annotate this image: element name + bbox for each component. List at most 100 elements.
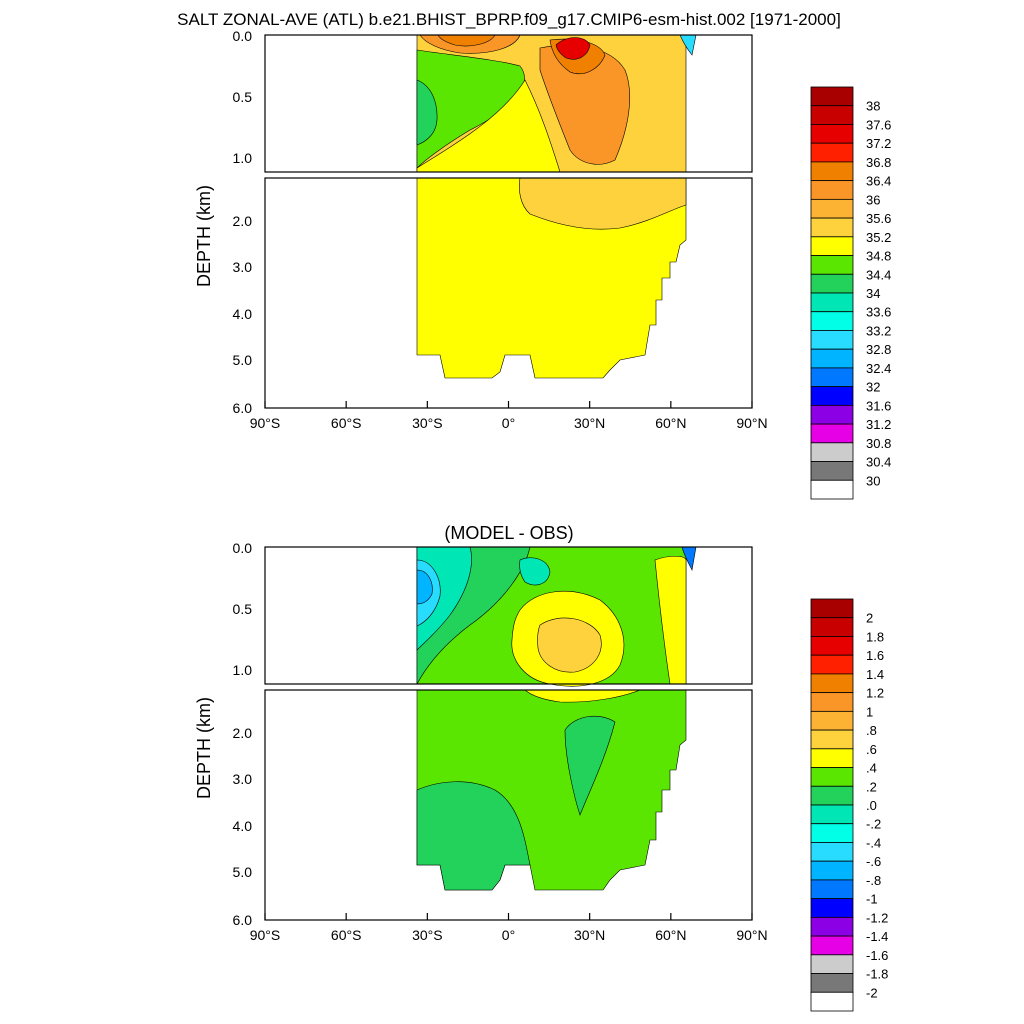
bottom-panel-title: (MODEL - OBS)	[444, 523, 573, 543]
colorbar-swatch	[810, 654, 854, 675]
bottom-upper-fill-surface-neg	[519, 557, 551, 586]
colorbar-label: 1.4	[866, 667, 884, 682]
colorbar-label: 33.6	[866, 305, 891, 320]
colorbar-swatch	[810, 142, 854, 163]
colorbar-swatch	[810, 673, 854, 694]
colorbar-swatch	[810, 842, 854, 862]
bottom-lower-fill-top-pos	[524, 689, 641, 703]
colorbar-label: .2	[866, 779, 877, 794]
bottom-ytick-2: 1.0	[233, 662, 253, 678]
colorbar-swatch	[810, 692, 854, 712]
colorbar-swatch	[810, 767, 854, 787]
bottom-ytick-0: 0.0	[233, 540, 253, 556]
bottom-upper-fill-north-core	[537, 617, 602, 673]
x-tick-label: 0°	[502, 415, 515, 431]
top-upper-fill-southern-min	[416, 79, 438, 146]
colorbar-swatch	[810, 617, 854, 637]
colorbar-label: 1.6	[866, 648, 884, 663]
x-tick-label: 90°S	[250, 415, 281, 431]
colorbar-swatch	[810, 423, 854, 444]
colorbar-swatch	[810, 198, 854, 219]
colorbar-label: 33.2	[866, 323, 891, 338]
x-tick-label: 60°N	[655, 415, 686, 431]
colorbar-swatch	[810, 954, 854, 974]
bottom-ytick-5: 4.0	[233, 818, 253, 834]
top-upper-fill-mid	[416, 79, 561, 173]
colorbar-swatch	[810, 105, 854, 125]
bottom-ytick-7: 6.0	[233, 912, 253, 928]
top-lower-fill-intermediate	[519, 177, 687, 230]
x-tick-label: 0°	[502, 927, 515, 943]
top-ytick-5: 4.0	[233, 306, 253, 322]
top-ytick-3: 2.0	[233, 213, 253, 229]
x-tick-label: 30°S	[412, 415, 443, 431]
colorbar-label: .0	[866, 798, 877, 813]
top-xticks: 90°S 60°S 30°S 0° 30°N 60°N 90°N	[250, 401, 768, 431]
colorbar-label: 1.2	[866, 686, 884, 701]
colorbar-swatch	[810, 860, 854, 881]
colorbar-swatch	[810, 823, 854, 843]
colorbar-label: -1	[866, 892, 878, 907]
colorbar-swatch	[810, 217, 854, 238]
bottom-ytick-1: 0.5	[233, 601, 253, 617]
colorbar-swatch	[810, 916, 854, 937]
bottom-upper-fill-south-neg4	[416, 569, 433, 605]
colorbar-swatch	[810, 785, 854, 806]
bottom-upper-plot	[264, 546, 753, 687]
colorbar-label: -2	[866, 985, 878, 1000]
x-tick-label: 90°S	[250, 927, 281, 943]
bottom-ytick-3: 2.0	[233, 725, 253, 741]
bottom-ytick-4: 3.0	[233, 771, 253, 787]
top-upper-frame	[264, 34, 753, 173]
top-lower-plot	[264, 177, 753, 409]
x-tick-label: 90°N	[736, 927, 767, 943]
colorbar-swatch	[810, 124, 854, 144]
colorbar-swatch	[810, 86, 854, 107]
colorbar-label: .8	[866, 723, 877, 738]
colorbar-swatch	[810, 161, 854, 182]
x-tick-label: 60°N	[655, 927, 686, 943]
top-upper-fill-north-salty	[539, 45, 631, 165]
colorbar-swatch	[810, 636, 854, 656]
top-ytick-6: 5.0	[233, 352, 253, 368]
colorbar-label: 30.4	[866, 455, 891, 470]
colorbar-label: 35.6	[866, 211, 891, 226]
colorbar-label: 35.2	[866, 230, 891, 245]
top-ytick-7: 6.0	[233, 400, 253, 416]
colorbar-swatch	[810, 292, 854, 313]
colorbar-swatch	[810, 180, 854, 200]
colorbar-label: 31.2	[866, 417, 891, 432]
colorbar-swatch	[810, 879, 854, 900]
top-ytick-2: 1.0	[233, 150, 253, 166]
colorbar-swatch	[810, 236, 854, 256]
colorbar-label: 36	[866, 192, 880, 207]
colorbar-label: -1.4	[866, 929, 888, 944]
bottom-lower-fill-northern-zero	[564, 715, 616, 816]
colorbar-swatch	[810, 973, 854, 993]
colorbar-label: 32.4	[866, 361, 891, 376]
colorbar-label: -1.2	[866, 910, 888, 925]
colorbar-label: .4	[866, 761, 877, 776]
colorbar-swatch	[810, 348, 854, 369]
colorbar-swatch	[810, 404, 854, 425]
bottom-upper-fill-arctic-neg	[681, 546, 697, 571]
colorbar-swatch	[810, 330, 854, 350]
colorbar-swatch	[810, 729, 854, 750]
x-tick-label: 30°N	[574, 927, 605, 943]
x-tick-label: 60°S	[331, 927, 362, 943]
bottom-lower-fill-near-zero	[416, 781, 531, 891]
colorbar-swatch	[810, 273, 854, 294]
colorbar-label: -.6	[866, 854, 881, 869]
top-ylabel: DEPTH (km)	[194, 185, 214, 287]
colorbar-label: -1.6	[866, 948, 888, 963]
x-tick-label: 30°S	[412, 927, 443, 943]
bottom-yticks: 0.0 0.5 1.0 2.0 3.0 4.0 5.0 6.0	[233, 540, 253, 928]
colorbar-swatch	[810, 386, 854, 406]
colorbar-swatch	[810, 598, 854, 619]
colorbar-swatch	[810, 255, 854, 275]
colorbar-label: 34	[866, 286, 880, 301]
colorbar-label: -1.8	[866, 967, 888, 982]
colorbar-label: 32	[866, 380, 880, 395]
colorbar-swatch	[810, 442, 854, 462]
top-upper-fill-south-core	[437, 34, 496, 47]
